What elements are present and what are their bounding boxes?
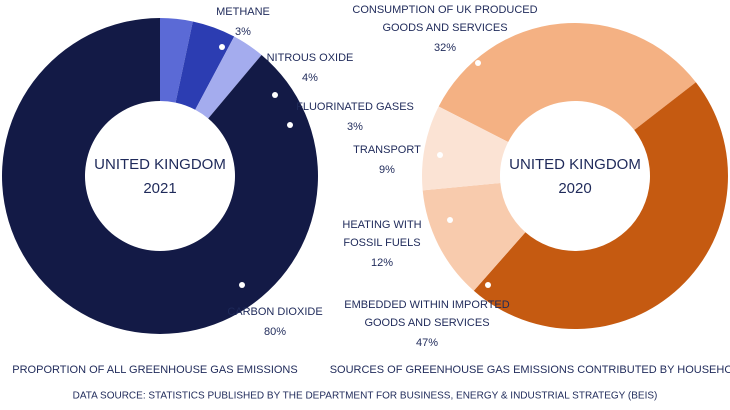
slice-value-label: 12% — [371, 257, 393, 269]
chart-caption: PROPORTION OF ALL GREENHOUSE GAS EMISSIO… — [12, 364, 297, 376]
donut-segment — [422, 183, 526, 291]
label-dot — [475, 60, 481, 66]
slice-value-label: 47% — [416, 337, 438, 349]
center-label: 2020 — [558, 180, 591, 197]
center-label: UNITED KINGDOM — [94, 156, 226, 173]
slice-label: FLUORINATED GASES — [296, 101, 414, 113]
slice-value-label: 32% — [434, 42, 456, 54]
label-dot — [437, 152, 443, 158]
donut-segment — [438, 22, 696, 142]
slice-value-label: 3% — [347, 121, 363, 133]
slice-label: CONSUMPTION OF UK PRODUCED — [352, 4, 537, 16]
label-dot — [485, 282, 491, 288]
slice-label: EMBEDDED WITHIN IMPORTED — [344, 299, 509, 311]
slice-label: FOSSIL FUELS — [343, 237, 420, 249]
donut-segment — [160, 18, 193, 103]
slice-label: GOODS AND SERVICES — [364, 317, 489, 329]
donut-segment — [195, 36, 262, 119]
slice-value-label: 3% — [235, 26, 251, 38]
donut-segment — [422, 106, 509, 191]
slice-label: CARBON DIOXIDE — [227, 306, 322, 318]
slice-value-label: 80% — [264, 326, 286, 338]
slice-label: GOODS AND SERVICES — [382, 22, 507, 34]
donut-segment — [2, 18, 319, 335]
center-label: 2021 — [143, 180, 176, 197]
donut-segment — [473, 82, 729, 330]
slice-label: HEATING WITH — [342, 219, 421, 231]
label-dot — [447, 217, 453, 223]
slice-value-label: 9% — [379, 164, 395, 176]
slice-label: METHANE — [216, 6, 270, 18]
center-label: UNITED KINGDOM — [509, 156, 641, 173]
slice-label: TRANSPORT — [353, 144, 421, 156]
slice-value-label: 4% — [302, 72, 318, 84]
slice-label: NITROUS OXIDE — [267, 52, 354, 64]
label-dot — [239, 282, 245, 288]
label-dot — [287, 122, 293, 128]
label-dot — [272, 92, 278, 98]
donut-segment — [175, 21, 235, 110]
source-note: DATA SOURCE: STATISTICS PUBLISHED BY THE… — [73, 391, 658, 402]
label-dot — [219, 44, 225, 50]
chart-caption: SOURCES OF GREENHOUSE GAS EMISSIONS CONT… — [330, 364, 730, 376]
